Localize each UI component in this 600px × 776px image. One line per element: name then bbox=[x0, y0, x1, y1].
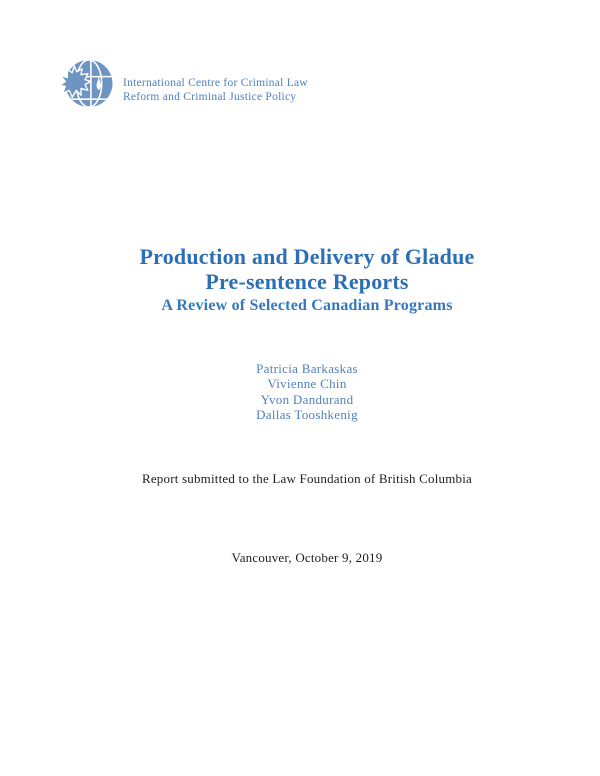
title-block: Production and Delivery of Gladue Pre-se… bbox=[14, 244, 600, 315]
organization-name-line2: Reform and Criminal Justice Policy bbox=[123, 90, 297, 103]
icclr-logo-icon bbox=[57, 57, 113, 110]
date-line: Vancouver, October 9, 2019 bbox=[231, 550, 383, 565]
author-name: Vivienne Chin bbox=[267, 376, 347, 392]
organization-name: International Centre for Criminal Law Re… bbox=[123, 77, 308, 105]
report-title-line2: Pre-sentence Reports bbox=[205, 269, 409, 294]
submission-line: Report submitted to the Law Foundation o… bbox=[141, 471, 473, 486]
report-title: Production and Delivery of Gladue Pre-se… bbox=[14, 244, 600, 294]
report-subtitle: A Review of Selected Canadian Programs bbox=[161, 297, 453, 314]
author-list: Patricia Barkaskas Vivienne Chin Yvon Da… bbox=[14, 361, 600, 423]
report-title-line1: Production and Delivery of Gladue bbox=[139, 244, 475, 269]
author-name: Yvon Dandurand bbox=[260, 391, 354, 407]
maple-leaf-shape bbox=[58, 65, 92, 98]
author-name: Patricia Barkaskas bbox=[256, 361, 358, 376]
organization-name-line1: International Centre for Criminal Law bbox=[123, 77, 308, 89]
author-name: Dallas Tooshkenig bbox=[256, 407, 358, 423]
